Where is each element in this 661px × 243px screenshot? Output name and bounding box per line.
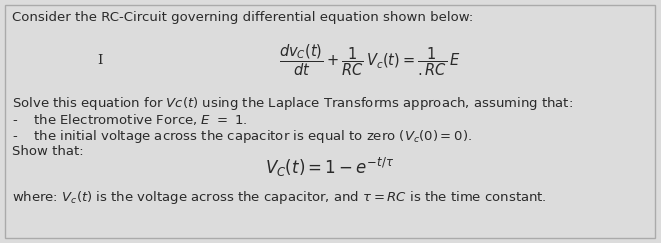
Text: -    the initial voltage across the capacitor is equal to zero ($V_c(0) = 0$).: - the initial voltage across the capacit… [12,128,472,145]
Text: $V_C(t) = 1 - e^{-t/\tau}$: $V_C(t) = 1 - e^{-t/\tau}$ [266,156,395,179]
Text: Show that:: Show that: [12,145,84,158]
Text: Solve this equation for $\mathit{Vc(t)}$ using the Laplace Transforms approach, : Solve this equation for $\mathit{Vc(t)}$… [12,95,573,112]
Text: Consider the RC-Circuit governing differential equation shown below:: Consider the RC-Circuit governing differ… [12,11,473,24]
Text: I: I [97,53,102,67]
Text: -    the Electromotive Force, $\mathit{E}$ $=$ $\mathit{1}$.: - the Electromotive Force, $\mathit{E}$ … [12,112,247,127]
Text: $\dfrac{dv_C(t)}{dt} + \dfrac{1}{RC}\,V_c(t) = \dfrac{1}{.RC}\,E$: $\dfrac{dv_C(t)}{dt} + \dfrac{1}{RC}\,V_… [279,42,461,78]
Text: where: $\mathit{V_c(t)}$ is the voltage across the capacitor, and $\tau = RC$ is: where: $\mathit{V_c(t)}$ is the voltage … [12,189,547,206]
FancyBboxPatch shape [5,5,655,238]
